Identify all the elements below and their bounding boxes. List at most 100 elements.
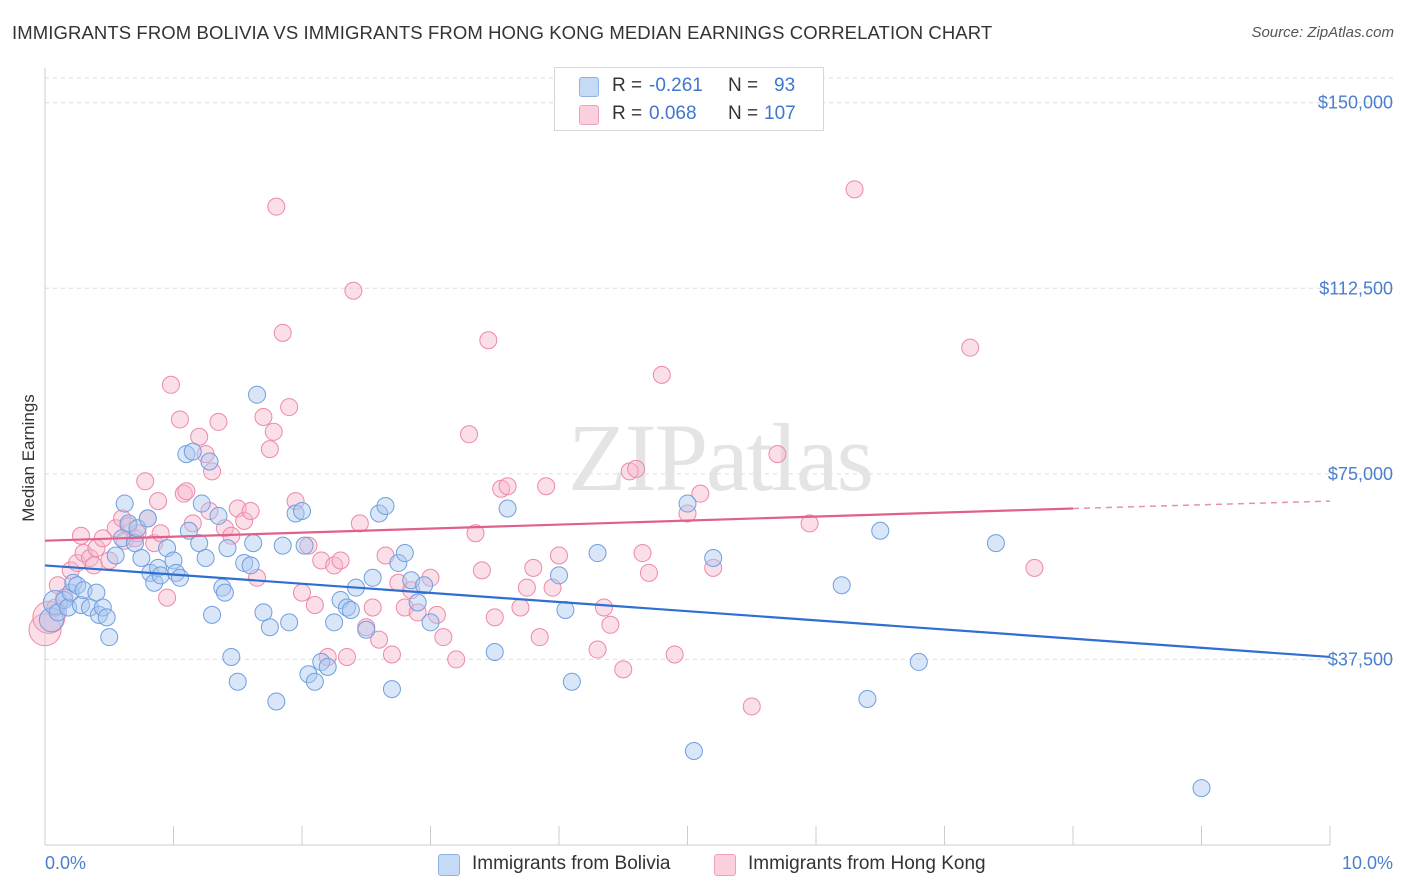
bolivia-point (382, 680, 401, 699)
hongkong-trend-extension (1072, 500, 1331, 510)
x-tick-label-1: 10.0% (1342, 853, 1393, 873)
hongkong-point (485, 608, 504, 627)
y-tick-label-2: $112,500 (1319, 278, 1393, 298)
hongkong-point (408, 603, 427, 622)
hongkong-point (161, 375, 180, 394)
bolivia-point (138, 509, 157, 528)
bolivia-point (704, 548, 723, 567)
hongkong-point (460, 425, 479, 444)
hongkong-point (241, 501, 260, 520)
bolivia-point (170, 568, 189, 587)
bolivia-point (248, 385, 267, 404)
hongkong-point (254, 407, 273, 426)
bolivia-point (267, 692, 286, 711)
hongkong-point (299, 536, 318, 555)
bolivia-point (293, 501, 311, 520)
bolivia-point (273, 536, 292, 555)
legend-row-hongkong: R = 0.068 N = 107 (555, 100, 823, 128)
hongkong-point (370, 630, 389, 649)
hongkong-point (84, 556, 103, 575)
hongkong-point (537, 477, 556, 496)
bolivia-point (196, 548, 215, 567)
hongkong-point (550, 546, 568, 565)
bolivia-point (370, 504, 389, 523)
hongkong-point (652, 365, 671, 384)
hongkong-point (46, 598, 65, 617)
hongkong-point (305, 596, 324, 615)
bolivia-point (87, 583, 106, 602)
bolivia-point (215, 583, 234, 602)
hongkong-point (190, 427, 209, 446)
trend-lines (44, 500, 1331, 659)
hongkong-point (200, 501, 219, 520)
hongkong-point (1025, 558, 1044, 577)
bolivia-label: Immigrants from Bolivia (472, 853, 671, 874)
n-value: 93 (774, 75, 796, 96)
bolivia-point (357, 620, 376, 639)
bolivia-point (389, 553, 408, 572)
bolivia-point (909, 652, 928, 671)
bolivia-point (305, 672, 324, 691)
hongkong-swatch (714, 854, 736, 876)
hongkong-point (170, 410, 189, 429)
bolivia-point (871, 521, 890, 540)
r-label: R = (612, 103, 643, 124)
n-label: N = (728, 75, 759, 96)
hongkong-point (273, 323, 292, 342)
bolivia-point (363, 568, 382, 587)
bolivia-point (119, 514, 138, 533)
hongkong-point (678, 504, 697, 523)
hongkong-point (594, 598, 613, 617)
hongkong-point (447, 650, 466, 669)
bolivia-point (684, 741, 703, 760)
hongkong-point (71, 526, 90, 545)
hongkong-point (136, 472, 155, 491)
hongkong-point (845, 180, 864, 199)
bolivia-point (254, 603, 273, 622)
bolivia-point (295, 536, 314, 555)
bolivia-point (241, 556, 260, 575)
hongkong-point (209, 412, 228, 431)
hongkong-point (511, 598, 530, 617)
bolivia-point (325, 613, 344, 632)
n-value: 107 (764, 103, 796, 124)
hongkong-point (524, 558, 543, 577)
hongkong-point (479, 331, 498, 350)
y-tick-label-3: $150,000 (1318, 93, 1393, 113)
hongkong-trend-line (44, 507, 1074, 542)
hongkong-point (427, 605, 446, 624)
hongkong-points (28, 180, 1044, 716)
bolivia-point (299, 665, 318, 684)
hongkong-point (601, 615, 620, 634)
bolivia-point (222, 647, 241, 666)
bolivia-point (318, 657, 337, 676)
hongkong-point (280, 398, 299, 417)
hongkong-point (472, 561, 491, 580)
bolivia-point (986, 534, 1005, 553)
bolivia-point (228, 672, 247, 691)
bolivia-point (200, 452, 219, 471)
hongkong-point (530, 628, 549, 647)
hongkong-point (961, 338, 980, 357)
y-tick-label-1: $75,000 (1328, 464, 1393, 484)
bolivia-point (421, 613, 440, 632)
hongkong-point (235, 511, 254, 530)
bolivia-point (415, 576, 434, 595)
hongkong-point (149, 492, 168, 511)
hongkong-point (434, 628, 453, 647)
hongkong-point (466, 524, 485, 543)
hongkong-point (158, 588, 177, 607)
r-label: R = (612, 75, 643, 96)
bolivia-point (203, 605, 222, 624)
hongkong-point (177, 482, 196, 501)
x-tick-label-0: 0.0% (45, 853, 86, 873)
hongkong-point (665, 645, 684, 664)
hongkong-point (588, 640, 607, 659)
y-axis-label: Median Earnings (19, 394, 38, 522)
hongkong-point (742, 697, 761, 716)
hongkong-point (363, 598, 382, 617)
bolivia-point (132, 548, 151, 567)
bolivia-point (115, 494, 134, 513)
bolivia-point (218, 539, 237, 558)
